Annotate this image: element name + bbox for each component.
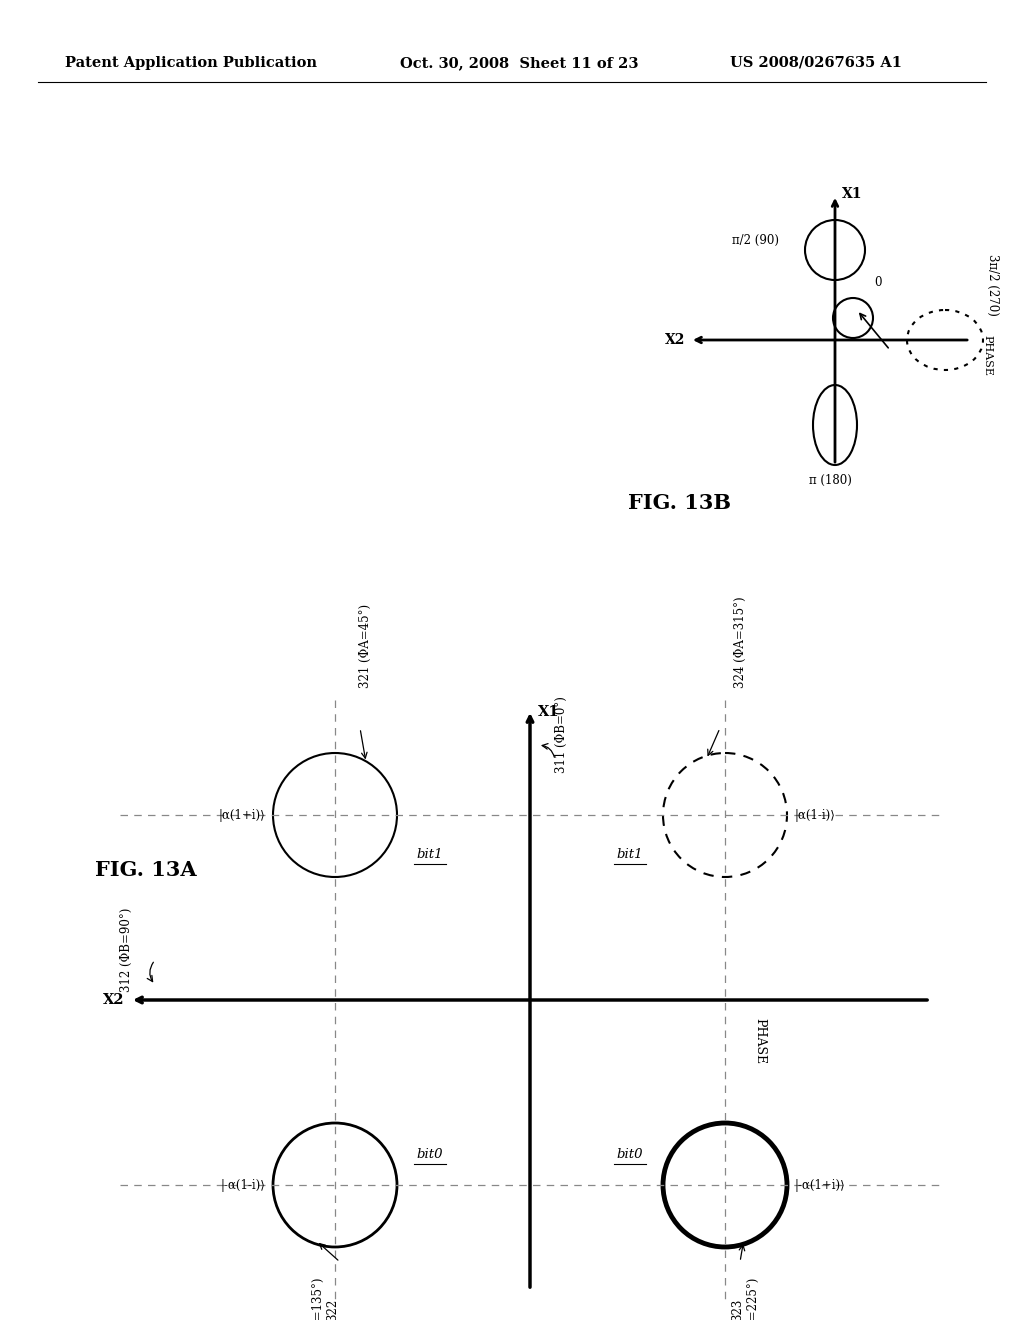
Text: 311 (ΦB=0°): 311 (ΦB=0°) — [555, 697, 568, 774]
Text: X1: X1 — [842, 187, 862, 201]
Text: FIG. 13A: FIG. 13A — [95, 861, 197, 880]
Text: bit0: bit0 — [417, 1148, 443, 1162]
Text: |α(1-i)⟩: |α(1-i)⟩ — [795, 808, 836, 821]
Text: 312 (ΦB=90°): 312 (ΦB=90°) — [120, 908, 133, 993]
Text: X2: X2 — [665, 333, 685, 347]
Text: bit1: bit1 — [616, 849, 643, 862]
Text: X2: X2 — [103, 993, 125, 1007]
Text: π (180): π (180) — [809, 474, 851, 487]
Text: 3π/2 (270): 3π/2 (270) — [986, 253, 999, 315]
Text: Oct. 30, 2008  Sheet 11 of 23: Oct. 30, 2008 Sheet 11 of 23 — [400, 55, 639, 70]
Text: π/2 (90): π/2 (90) — [731, 234, 778, 247]
Text: (ΦA=135°)
322: (ΦA=135°) 322 — [311, 1276, 339, 1320]
Text: PHASE: PHASE — [982, 335, 992, 376]
Text: 323
(ΦA=225°): 323 (ΦA=225°) — [731, 1276, 759, 1320]
Text: 0: 0 — [874, 276, 882, 289]
Text: 324 (ΦA=315°): 324 (ΦA=315°) — [733, 597, 746, 688]
Text: PHASE: PHASE — [754, 1018, 767, 1064]
Text: |-α(1+i)⟩: |-α(1+i)⟩ — [795, 1179, 846, 1192]
Text: 321 (ΦA=45°): 321 (ΦA=45°) — [358, 603, 372, 688]
Text: FIG. 13B: FIG. 13B — [628, 492, 731, 513]
Text: |α(1+i)⟩: |α(1+i)⟩ — [218, 808, 265, 821]
Text: |-α(1-i)⟩: |-α(1-i)⟩ — [220, 1179, 265, 1192]
Text: US 2008/0267635 A1: US 2008/0267635 A1 — [730, 55, 902, 70]
Text: bit0: bit0 — [616, 1148, 643, 1162]
Text: X1: X1 — [538, 705, 560, 719]
Text: Patent Application Publication: Patent Application Publication — [65, 55, 317, 70]
Text: bit1: bit1 — [417, 849, 443, 862]
